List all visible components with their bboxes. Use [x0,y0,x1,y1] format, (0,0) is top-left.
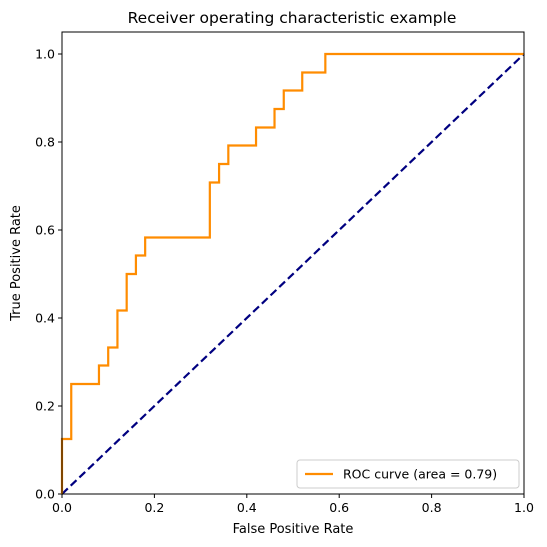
x-axis-ticks: 0.0 0.2 0.4 0.6 0.8 1.0 [52,494,534,515]
x-tick-label: 0.2 [144,500,164,515]
x-tick-label: 0.6 [329,500,349,515]
x-tick-label: 1.0 [514,500,534,515]
y-tick-label: 0.0 [35,487,55,502]
series-layer [60,52,525,495]
y-tick-label: 1.0 [35,47,55,62]
y-axis-label: True Positive Rate [9,205,24,322]
legend-label: ROC curve (area = 0.79) [343,467,497,482]
legend-box [296,459,520,489]
y-tick-label: 0.6 [35,223,55,238]
plot-area [62,32,524,494]
y-tick-label: 0.4 [35,311,55,326]
x-tick-label: 0.0 [52,500,72,515]
plot-frame [61,31,525,495]
y-tick-label: 0.2 [35,399,55,414]
legend: ROC curve (area = 0.79) [296,459,520,489]
x-axis-label: False Positive Rate [233,522,354,537]
chance-diagonal-line [61,53,525,495]
y-tick-label: 0.8 [35,135,55,150]
roc-curve-line [60,52,524,494]
x-tick-label: 0.4 [237,500,257,515]
y-axis-ticks: 0.0 0.2 0.4 0.6 0.8 1.0 [35,47,62,502]
x-tick-label: 0.8 [422,500,442,515]
chart-title: Receiver operating characteristic exampl… [128,9,457,27]
